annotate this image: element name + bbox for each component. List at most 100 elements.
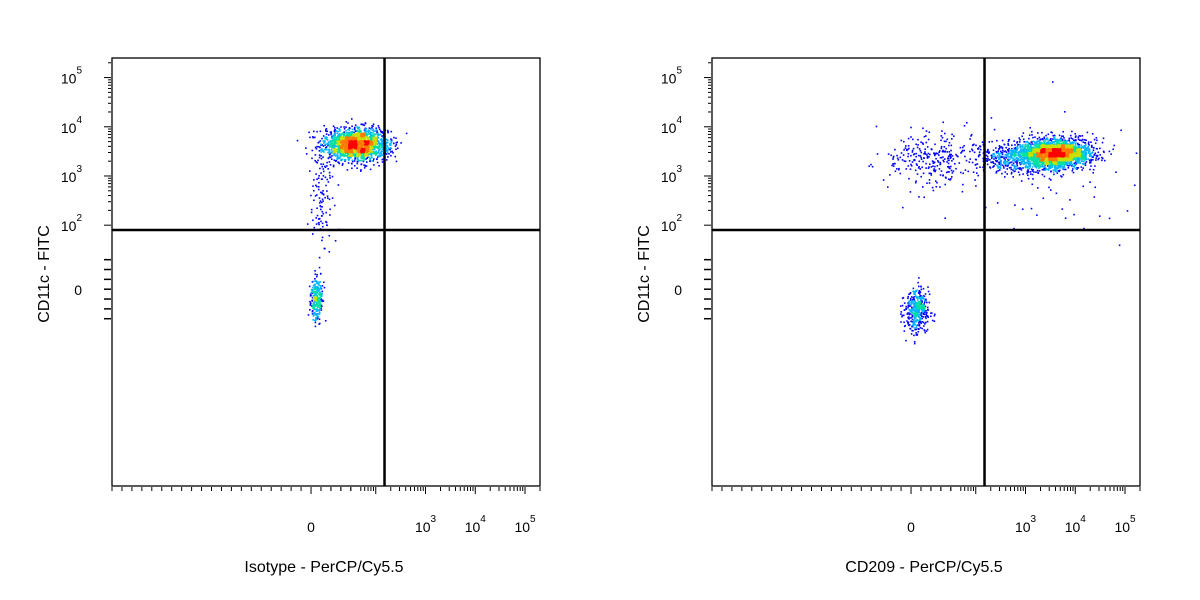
event-dot [969, 138, 971, 140]
event-dot [367, 149, 370, 151]
event-dot [1013, 148, 1016, 151]
event-dot [1017, 171, 1020, 173]
event-dot [351, 148, 354, 150]
event-dot [1039, 150, 1042, 152]
event-dot [350, 147, 352, 149]
event-dot [962, 183, 964, 186]
event-dot [1025, 158, 1027, 160]
event-dot [1023, 146, 1026, 148]
event-dot [942, 121, 944, 124]
event-dot [332, 140, 335, 143]
y-tick-label: 103 [61, 164, 83, 185]
event-dot [906, 313, 909, 315]
event-dot [1027, 162, 1030, 165]
event-dot [344, 142, 347, 145]
event-dot [1056, 142, 1058, 145]
event-dot [987, 148, 989, 151]
event-dot [365, 165, 368, 167]
event-dot [314, 294, 316, 296]
event-dot [343, 138, 345, 140]
event-dot [1072, 145, 1075, 148]
event-dot [913, 305, 915, 308]
event-dot [361, 151, 364, 153]
event-dot [1074, 144, 1077, 147]
event-dot [923, 157, 925, 159]
event-dot [318, 323, 320, 325]
event-dot [916, 319, 918, 322]
event-dot [959, 146, 962, 149]
event-dot [325, 143, 328, 145]
event-dot [1017, 153, 1020, 155]
event-dot [1083, 160, 1085, 163]
event-dot [1064, 162, 1067, 164]
event-dot [325, 128, 328, 130]
event-dot [352, 153, 355, 156]
event-dot [974, 179, 976, 181]
event-dot [1031, 166, 1034, 168]
event-dot [336, 145, 339, 148]
event-dot [1011, 159, 1014, 162]
event-dot [347, 128, 349, 131]
event-dot [913, 302, 915, 305]
event-dot [330, 149, 332, 151]
event-dot [917, 309, 919, 312]
event-dot [363, 138, 366, 141]
event-dot [1077, 136, 1080, 138]
event-dot [1072, 168, 1074, 170]
event-dot [375, 133, 377, 136]
event-dot [369, 146, 372, 149]
event-dot [360, 140, 363, 142]
event-dot [907, 148, 909, 151]
event-dot [1072, 150, 1075, 152]
event-dot [952, 158, 955, 160]
event-dot [1047, 140, 1050, 143]
event-dot [950, 169, 953, 172]
event-dot [379, 144, 382, 147]
event-dot [918, 324, 921, 326]
event-dot [313, 306, 315, 308]
event-dot [351, 143, 353, 146]
event-dot [1096, 155, 1098, 158]
event-dot [317, 286, 320, 289]
event-dot [943, 140, 946, 143]
event-dot [357, 153, 359, 155]
event-dot [381, 148, 384, 151]
event-dot [327, 143, 329, 145]
event-dot [913, 159, 915, 161]
event-dot [318, 154, 321, 156]
event-dot [948, 144, 950, 147]
event-dot [355, 146, 357, 148]
event-dot [1058, 146, 1061, 148]
event-dot [1087, 145, 1090, 148]
event-dot [324, 166, 327, 168]
event-dot [930, 174, 933, 176]
event-dot [343, 126, 345, 128]
event-dot [1053, 161, 1056, 164]
event-dot [1082, 138, 1084, 141]
event-dot [1041, 131, 1043, 134]
event-dot [1012, 149, 1015, 152]
event-dot [351, 118, 353, 120]
event-dot [376, 130, 378, 132]
event-dot [315, 184, 317, 187]
event-dot [311, 149, 314, 152]
event-dot [1089, 181, 1091, 183]
event-dot [318, 302, 320, 304]
event-dot [317, 309, 319, 311]
event-dot [1038, 146, 1041, 149]
event-dot [1062, 141, 1065, 143]
event-dot [363, 137, 366, 140]
event-dot [1063, 142, 1065, 145]
event-dot [912, 323, 914, 326]
event-dot [320, 215, 323, 217]
event-dot [385, 150, 388, 152]
event-dot [907, 152, 910, 155]
event-dot [1091, 144, 1093, 147]
event-dot [345, 146, 347, 148]
event-dot [381, 143, 383, 145]
event-dot [938, 151, 940, 153]
event-dot [911, 309, 914, 312]
event-dot [1037, 165, 1040, 167]
event-dot [1082, 167, 1085, 169]
event-dot [326, 224, 328, 227]
